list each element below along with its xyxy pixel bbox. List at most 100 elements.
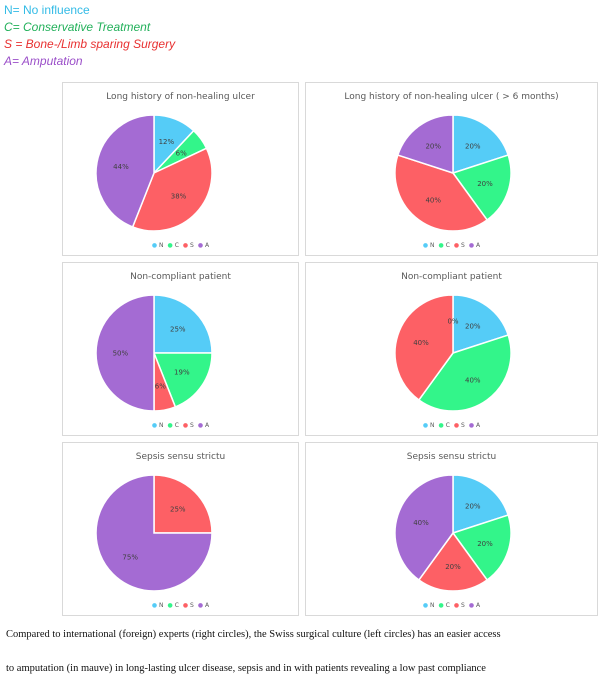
pie-slice-S — [394, 154, 489, 232]
data-label: 20% — [465, 502, 481, 510]
pie-chart-panel: Non-compliant patient 20% 40% 40% 0% ● N ● C ● … — [305, 262, 598, 436]
legend-item-A: ● A — [468, 602, 481, 609]
legend-marker: ● — [151, 602, 160, 609]
legend-item-C: ● C — [438, 242, 450, 249]
legend-item-A: ● A — [468, 422, 481, 429]
pie-slice-A — [396, 114, 454, 175]
legend-marker: ● — [453, 602, 462, 609]
legend-item-A: ● A — [197, 242, 210, 249]
pie-chart: 20% 20% 40% 20% — [394, 114, 512, 232]
legend-item-S: ● S — [453, 422, 465, 429]
data-label: 20% — [477, 540, 493, 548]
chart-title: Long history of non-healing ulcer — [106, 92, 255, 102]
legend-item-C: ● C — [167, 242, 179, 249]
pie-slice-S — [417, 531, 489, 592]
legend-item-N: ● N — [151, 422, 164, 429]
legend-marker: ● — [197, 602, 206, 609]
chart-title: Non-compliant patient — [130, 272, 231, 282]
legend-item-S: ● S — [453, 602, 465, 609]
pie-slice-N — [452, 294, 510, 355]
caption-line-2: to amputation (in mauve) in long-lasting… — [6, 663, 486, 674]
pie-slice-C — [152, 352, 213, 408]
pie-slice-A — [95, 114, 155, 228]
pie-chart-panel: Non-compliant patient 25% 19% 6% 50% ● N ● C ● … — [62, 262, 299, 436]
data-label: 6% — [155, 383, 166, 391]
legend-item-S: ● S — [182, 422, 194, 429]
pie-slice-S — [131, 147, 213, 232]
key-c: C= Conservative Treatment — [4, 20, 151, 34]
chart-legend: ● N ● C ● S ● A — [63, 422, 298, 429]
legend-marker: ● — [167, 242, 175, 249]
key-s: S = Bone-/Limb sparing Surgery — [4, 37, 176, 51]
key-a: A= Amputation — [4, 54, 83, 68]
key-n: N= No influence — [4, 3, 90, 17]
pie-slice-N — [452, 114, 510, 175]
pie-slice-C — [451, 154, 512, 221]
chart-legend: ● N ● C ● S ● A — [306, 242, 597, 249]
legend-marker: ● — [167, 422, 175, 429]
data-label: 40% — [413, 339, 429, 347]
chart-legend: ● N ● C ● S ● A — [63, 242, 298, 249]
pie-chart-panel: Sepsis sensu strictu 20% 20% 20% 40% ● N ● C ● … — [305, 442, 598, 616]
pie-slice-C — [417, 334, 512, 412]
data-label: 19% — [174, 368, 190, 376]
legend-item-N: ● N — [422, 422, 435, 429]
legend-item-S: ● S — [182, 242, 194, 249]
legend-marker: ● — [422, 242, 431, 249]
pie-chart: 0%25%75% — [95, 474, 213, 592]
legend-item-A: ● A — [197, 602, 210, 609]
legend-item-A: ● A — [197, 422, 210, 429]
pie-chart-panel: Long history of non-healing ulcer ( > 6 … — [305, 82, 598, 256]
data-label: 20% — [477, 180, 493, 188]
legend-marker: ● — [197, 422, 206, 429]
legend-item-C: ● C — [167, 602, 179, 609]
data-label: 20% — [445, 563, 461, 571]
pie-slice-N — [153, 294, 213, 354]
pie-slice-S — [153, 474, 213, 534]
pie-chart: 12%6% 38% 44% — [95, 114, 213, 232]
legend-item-N: ● N — [151, 242, 164, 249]
pie-slice-A — [95, 294, 155, 412]
legend-marker: ● — [438, 602, 446, 609]
legend-marker: ● — [438, 422, 446, 429]
legend-item-C: ● C — [167, 422, 179, 429]
pie-chart: 25% 19% 6% 50% — [95, 294, 213, 412]
pie-chart: 20% 20% 20% 40% — [394, 474, 512, 592]
pie-chart-panel: Long history of non-healing ulcer 12% 6% 38… — [62, 82, 299, 256]
data-label: 12% — [159, 138, 175, 146]
pie-slice-C — [451, 514, 512, 581]
data-label: 0% — [447, 318, 458, 326]
legend-marker: ● — [438, 242, 446, 249]
legend-marker: ● — [453, 242, 462, 249]
legend-marker: ● — [182, 602, 191, 609]
data-label: 20% — [465, 322, 481, 330]
pie-slice-N — [452, 474, 510, 535]
legend-item-C: ● C — [438, 602, 450, 609]
data-label: 40% — [413, 519, 429, 527]
legend-marker: ● — [468, 242, 477, 249]
chart-legend: ● N ● C ● S ● A — [306, 602, 597, 609]
chart-legend: ● N ● C ● S ● A — [63, 602, 298, 609]
legend-item-A: ● A — [468, 242, 481, 249]
data-label: 25% — [170, 326, 186, 334]
chart-title: Sepsis sensu strictu — [406, 452, 497, 462]
data-label: 6% — [176, 150, 187, 158]
legend-item-C: ● C — [438, 422, 450, 429]
pie-slice-S — [394, 294, 454, 401]
data-label: 50% — [113, 350, 129, 358]
legend-marker: ● — [151, 422, 160, 429]
legend-item-N: ● N — [422, 602, 435, 609]
legend-marker: ● — [468, 602, 477, 609]
chart-title: Long history of non-healing ulcer ( > 6 … — [344, 92, 559, 102]
chart-title: Non-compliant patient — [401, 272, 502, 282]
legend-item-S: ● S — [182, 602, 194, 609]
pie-slice-A — [95, 474, 213, 592]
legend-marker: ● — [167, 602, 175, 609]
legend-item-N: ● N — [422, 242, 435, 249]
chart-legend: ● N ● C ● S ● A — [306, 422, 597, 429]
pie-chart-panel: Sepsis sensu strictu0%25%75%● N● C● S● A — [62, 442, 299, 616]
data-label: 38% — [171, 193, 187, 201]
data-label: 40% — [425, 197, 441, 205]
data-label: 20% — [425, 142, 441, 150]
pie-chart: 20% 40% 40% 0% — [394, 294, 512, 412]
